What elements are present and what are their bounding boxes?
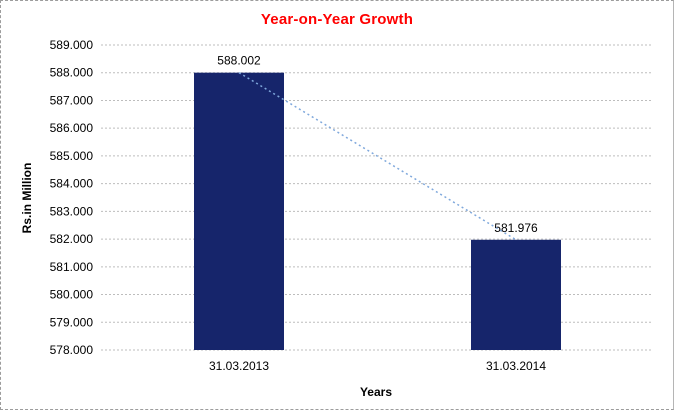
y-tick-label: 582.000	[50, 232, 94, 246]
x-axis-title: Years	[359, 385, 393, 399]
y-tick-label: 584.000	[50, 177, 94, 191]
bar-31.03.2013	[194, 72, 284, 351]
y-tick-label: 589.000	[50, 38, 94, 52]
y-tick-label: 588.000	[50, 66, 94, 80]
y-tick-label: 587.000	[50, 93, 94, 107]
bar-31.03.2014	[471, 239, 561, 350]
x-tick-label: 31.03.2014	[486, 359, 546, 373]
y-tick-label: 583.000	[50, 204, 94, 218]
data-label: 581.976	[494, 221, 538, 235]
y-tick-label: 585.000	[50, 149, 94, 163]
y-tick-label: 581.000	[50, 260, 94, 274]
trendline	[238, 72, 517, 241]
data-label: 588.002	[217, 54, 261, 68]
y-tick-label: 586.000	[50, 121, 94, 135]
y-tick-label: 580.000	[50, 288, 94, 302]
y-tick-label: 578.000	[50, 343, 94, 357]
y-tick-label: 579.000	[50, 315, 94, 329]
x-tick-label: 31.03.2013	[209, 359, 269, 373]
chart-title: Year-on-Year Growth	[260, 11, 414, 28]
